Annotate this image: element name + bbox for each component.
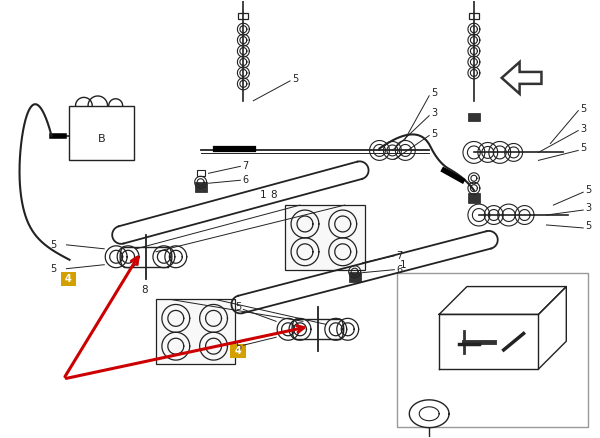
- Bar: [469, 13, 479, 19]
- Bar: [238, 13, 248, 19]
- Text: 5: 5: [580, 144, 586, 153]
- Text: 6: 6: [397, 265, 403, 275]
- Bar: [230, 344, 247, 358]
- Text: 5: 5: [580, 104, 586, 114]
- Bar: [156, 300, 235, 364]
- Text: 3: 3: [585, 203, 592, 213]
- Text: 5: 5: [431, 88, 437, 98]
- Bar: [197, 170, 205, 176]
- Bar: [70, 106, 134, 160]
- Text: 7: 7: [397, 251, 403, 261]
- Text: 5: 5: [585, 185, 592, 195]
- Text: 8: 8: [271, 190, 277, 200]
- Bar: [468, 193, 480, 203]
- Text: B: B: [98, 134, 106, 144]
- Text: 5: 5: [431, 128, 437, 138]
- Text: 3: 3: [431, 108, 437, 118]
- Bar: [397, 273, 588, 427]
- Text: 5: 5: [235, 302, 241, 312]
- Text: 3: 3: [580, 124, 586, 134]
- Bar: [468, 113, 480, 120]
- Text: 5: 5: [292, 74, 298, 84]
- Text: 1: 1: [400, 260, 406, 270]
- Text: 7: 7: [242, 161, 248, 171]
- Text: 5: 5: [235, 342, 241, 352]
- Bar: [285, 205, 365, 270]
- Bar: [194, 182, 206, 192]
- Text: 5: 5: [50, 264, 56, 274]
- Bar: [349, 272, 361, 282]
- Text: 8: 8: [142, 285, 148, 294]
- Text: 6: 6: [242, 175, 248, 185]
- Bar: [350, 260, 359, 266]
- Text: 5: 5: [585, 221, 592, 231]
- Text: 4: 4: [65, 274, 72, 284]
- Text: 4: 4: [235, 346, 242, 356]
- Text: 1: 1: [260, 190, 267, 200]
- Bar: [61, 272, 76, 286]
- Text: 5: 5: [50, 240, 56, 250]
